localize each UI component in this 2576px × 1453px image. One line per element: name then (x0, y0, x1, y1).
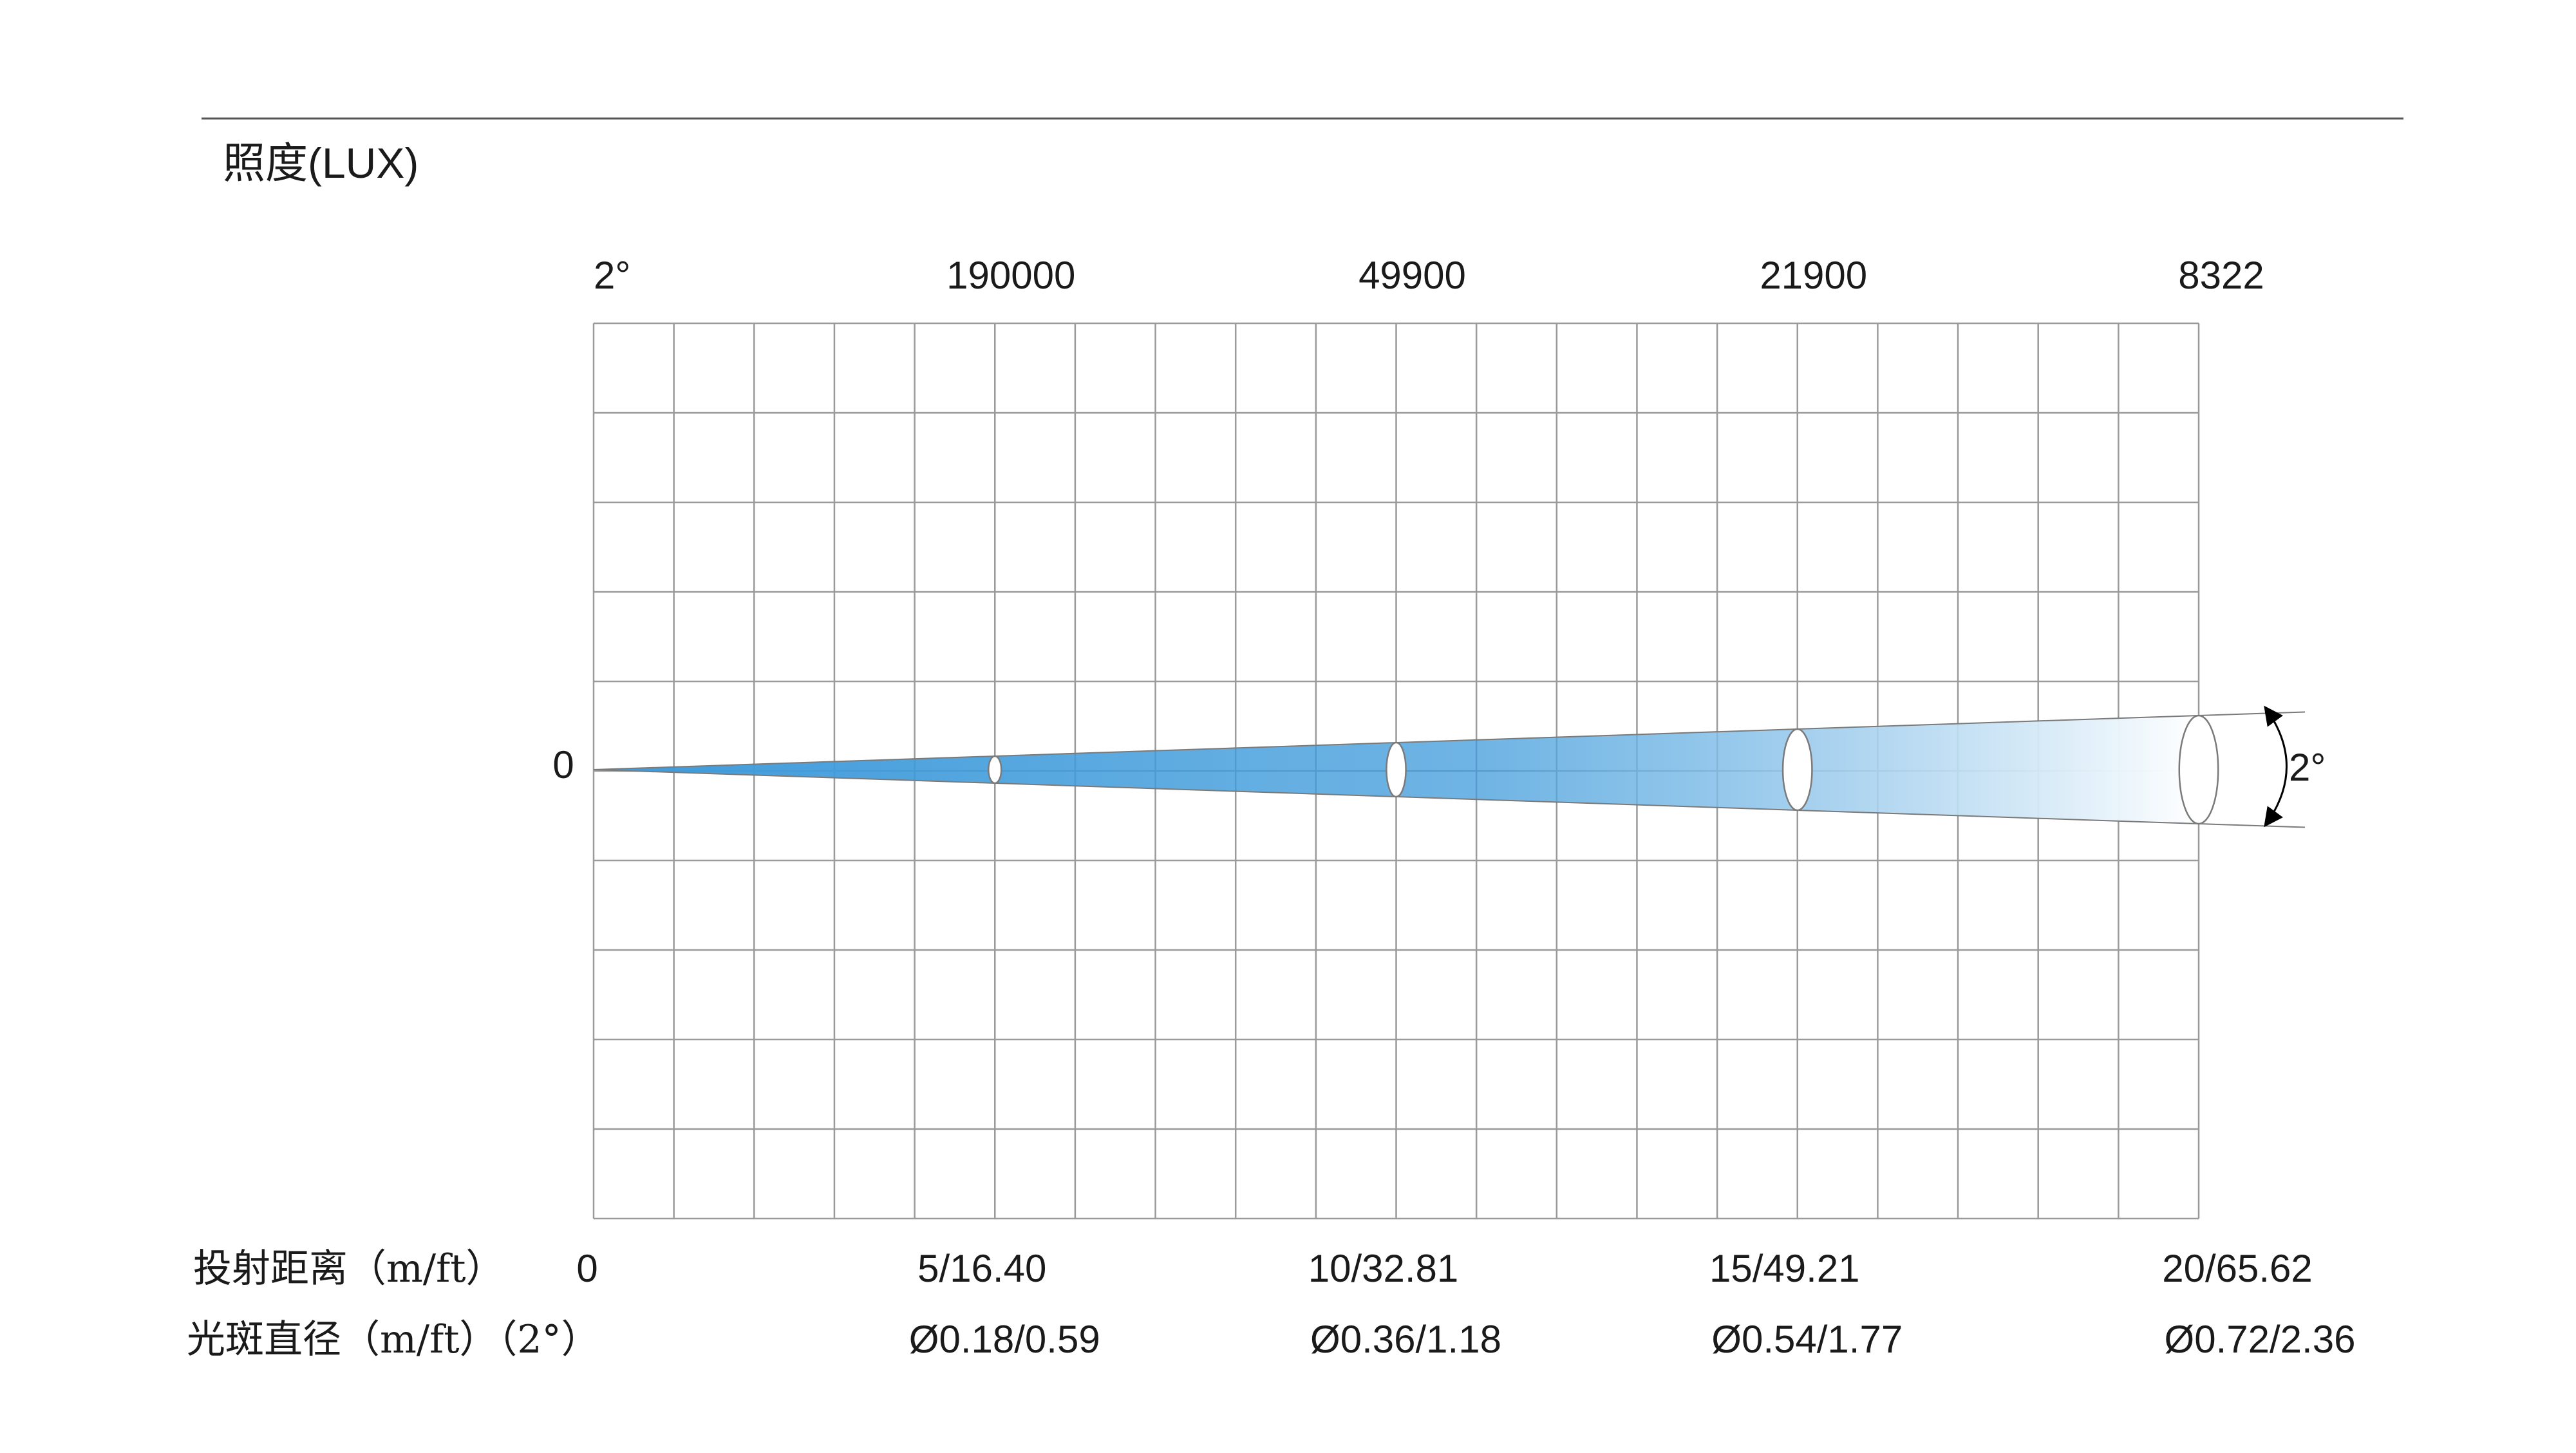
distance-value: 20/65.62 (2162, 1247, 2313, 1290)
page-title: 照度(LUX) (223, 139, 418, 187)
distance-start-label: 0 (576, 1247, 597, 1290)
lux-value: 190000 (946, 254, 1075, 297)
beam-cone (593, 711, 2306, 828)
beam-angle-side-label: 2° (2289, 746, 2326, 789)
spot-ellipse (988, 755, 1002, 784)
beam-edge-bottom (593, 769, 2306, 828)
distance-value: 10/32.81 (1308, 1247, 1459, 1290)
spot-ellipse (2178, 714, 2219, 825)
diameter-value: Ø0.72/2.36 (2165, 1318, 2356, 1361)
distance-value: 15/49.21 (1709, 1247, 1860, 1290)
spot-ellipse (1386, 741, 1407, 798)
bottom-table: 投射距离（m/ft） 光斑直径（m/ft）（2°） 0 5/16.40 Ø0.18… (187, 1246, 2355, 1362)
lux-value: 21900 (1760, 254, 1867, 297)
diameter-value: Ø0.36/1.18 (1310, 1318, 1501, 1361)
angle-arc (2264, 705, 2288, 828)
distance-value: 5/16.40 (917, 1247, 1046, 1290)
diameter-row-label: 光斑直径（m/ft）（2°） (187, 1317, 600, 1362)
beam-angle-top-label: 2° (594, 254, 630, 297)
axis-zero-label: 0 (552, 743, 574, 786)
beam-angle-annotation: 2° (2264, 705, 2326, 828)
lux-value: 8322 (2178, 254, 2264, 297)
lux-value: 49900 (1359, 254, 1466, 297)
diameter-value: Ø0.18/0.59 (909, 1318, 1100, 1361)
distance-row-label: 投射距离（m/ft） (193, 1246, 504, 1291)
lux-labels: 2° 190000 49900 21900 8322 (594, 254, 2264, 297)
spot-ellipse (1782, 728, 1813, 812)
beam-edge-top (593, 711, 2306, 770)
diameter-value: Ø0.54/1.77 (1711, 1318, 1903, 1361)
